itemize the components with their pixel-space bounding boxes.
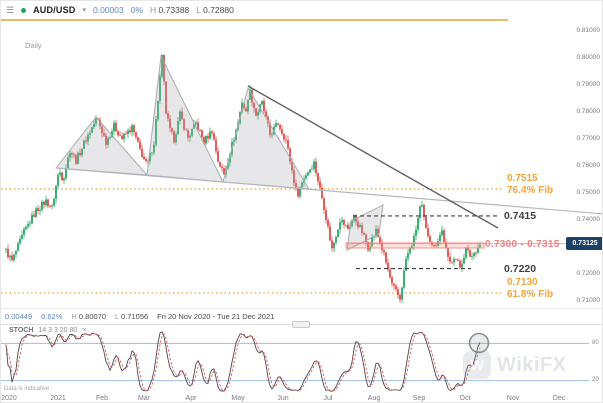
neckline[interactable]	[55, 167, 603, 215]
time-tick-label: Nov	[506, 395, 520, 402]
menu-icon[interactable]: ☰	[6, 4, 15, 15]
stoch-upper-label: 80	[592, 340, 599, 346]
price-tick-label: 0.72000	[576, 270, 601, 277]
stoch-crossover-circle[interactable]	[468, 332, 490, 354]
range-high-value: 0.80070	[78, 312, 107, 321]
watermark-logo-icon: W	[463, 351, 491, 379]
chevron-down-icon[interactable]: ▾	[82, 7, 86, 14]
zone-level-label: 0.7300 - 0.7315	[485, 239, 560, 250]
price-tick-label: 0.79000	[576, 81, 601, 88]
symbol-label[interactable]: AUD/USD	[33, 5, 76, 15]
fib-upper-pct: 76.4% Fib	[507, 185, 554, 196]
stoch-params: 14 3 3 20 80	[38, 327, 78, 334]
watermark: W WikiFX	[463, 351, 567, 379]
range-change-value: 0.00449	[5, 312, 33, 321]
fib-upper-label: 0.7515 76.4% Fib	[507, 173, 553, 197]
data-indicative-note: Data is indicative	[4, 386, 50, 392]
close-icon[interactable]: ×	[82, 327, 87, 334]
candlestick-series	[5, 54, 481, 303]
time-tick-label: Jun	[277, 395, 289, 402]
range-change-percent: 0.62%	[41, 312, 63, 321]
date-range-label: Fri 20 Nov 2020 - Tue 21 Dec 2021	[157, 312, 275, 321]
time-tick-label: Oct	[459, 395, 471, 402]
zone-band[interactable]	[345, 242, 485, 249]
time-tick-label: 2021	[50, 395, 66, 402]
price-tick-label: 0.81000	[576, 27, 601, 34]
support-level-label: 0.7220	[504, 263, 537, 275]
descending-trendline[interactable]	[247, 85, 499, 229]
time-tick-label: Apr	[185, 395, 197, 402]
time-axis[interactable]: 2020 2021 Feb Mar Apr May Jun Jul Aug Sep Oct Nov De…	[1, 395, 602, 402]
fib-lower-pct: 61.8% Fib	[507, 289, 554, 300]
low-label: L	[196, 5, 201, 15]
time-tick-label: Mar	[137, 395, 151, 402]
range-high-label: H	[71, 312, 77, 321]
low-value: 0.72880	[203, 5, 234, 15]
time-tick-label: Feb	[95, 395, 109, 402]
price-tick-label: 0.74000	[576, 216, 601, 223]
fib-upper-price: 0.7515	[507, 173, 538, 184]
fib-lower-label: 0.7130 61.8% Fib	[507, 277, 553, 301]
fib-lower-price: 0.7130	[507, 277, 538, 288]
high-value: 0.73388	[158, 5, 190, 15]
price-tick-label: 0.80000	[576, 54, 601, 61]
stoch-title[interactable]: STOCH	[9, 327, 34, 334]
top-toolbar: ☰ AUD/USD ▾ 0.00003 0% H 0.73388 L 0.728…	[1, 1, 602, 19]
time-tick-label: Sep	[412, 395, 426, 402]
gold-accent-line	[1, 19, 508, 21]
time-tick-label: 2020	[1, 395, 17, 402]
price-tick-label: 0.77000	[576, 135, 601, 142]
range-low-label: L	[115, 312, 119, 321]
price-tick-label: 0.75000	[576, 189, 601, 196]
market-open-dot-icon	[21, 7, 27, 13]
price-tick-label: 0.76000	[576, 162, 601, 169]
time-tick-label: Dec	[552, 395, 566, 402]
time-tick-label: Jul	[323, 395, 333, 402]
resistance-level-label: 0.7415	[504, 210, 537, 222]
range-info-bar: 0.00449 0.62% H 0.80070 L 0.71056 Fri 20…	[1, 308, 602, 324]
change-percent: 0%	[130, 5, 144, 15]
stoch-header: STOCH 14 3 3 20 80 ×	[9, 327, 86, 334]
range-low-value: 0.71056	[121, 312, 149, 321]
head-shoulders-shading	[222, 86, 310, 190]
stoch-lower-label: 20	[592, 377, 599, 383]
watermark-text: WikiFX	[497, 353, 567, 376]
price-tick-label: 0.71000	[576, 297, 601, 304]
change-value: 0.00003	[93, 5, 124, 15]
head-shoulders-shading	[146, 54, 224, 183]
last-price-badge: 0.73125	[566, 237, 602, 250]
high-label: H	[150, 5, 157, 15]
stoch-d-line	[5, 332, 481, 392]
time-tick-label: May	[231, 395, 245, 402]
timeframe-label[interactable]: Daily	[25, 41, 42, 50]
panel-resize-handle[interactable]	[292, 321, 310, 328]
price-tick-label: 0.78000	[576, 108, 601, 115]
time-tick-label: Aug	[367, 395, 381, 402]
